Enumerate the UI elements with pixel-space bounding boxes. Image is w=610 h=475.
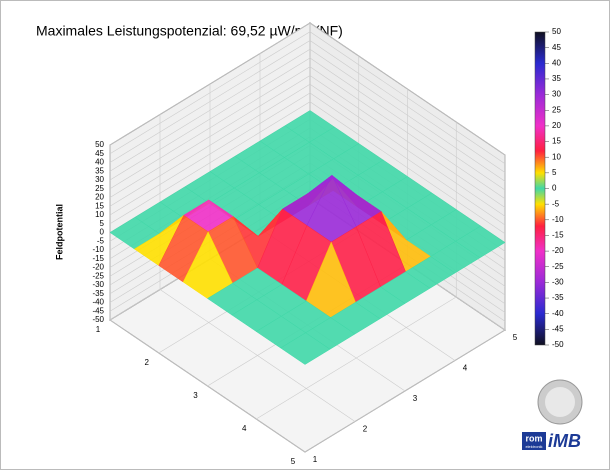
colorbar-tick-label: -10 (552, 215, 564, 224)
grid-line (109, 145, 306, 453)
y-tick-label: 5 (513, 333, 518, 342)
z-tick-label: 0 (100, 228, 105, 237)
colorbar-tick-label: 35 (552, 74, 561, 83)
z-tick-label: 25 (95, 184, 104, 193)
colorbar-tick-label: -30 (552, 278, 564, 287)
colorbar-tick-label: -20 (552, 246, 564, 255)
z-tick-label: -5 (97, 236, 105, 245)
colorbar-tick-label: 30 (552, 90, 561, 99)
y-tick-label: 4 (463, 364, 468, 373)
colorbar-tick-label: -15 (552, 231, 564, 240)
z-tick-label: -15 (92, 254, 104, 263)
z-tick-label: 10 (95, 210, 104, 219)
y-tick-label: 3 (413, 394, 418, 403)
z-tick-label: -30 (92, 280, 104, 289)
colorbar-tick-label: -50 (552, 340, 564, 349)
x-tick-label: 4 (242, 424, 247, 433)
y-tick-label: 2 (363, 425, 368, 434)
z-tick-label: -20 (92, 263, 104, 272)
z-tick-label: 35 (95, 166, 104, 175)
z-tick-label: -35 (92, 289, 104, 298)
colorbar-tick-label: 0 (552, 184, 557, 193)
x-tick-label: 3 (193, 391, 198, 400)
z-tick-label: 50 (95, 140, 104, 149)
logo: rom elektronik iMB (522, 379, 583, 451)
colorbar-tick-label: -35 (552, 293, 564, 302)
colorbar-tick-label: 15 (552, 137, 561, 146)
z-tick-label: 30 (95, 175, 104, 184)
z-axis-label: Feldpotential (54, 204, 64, 260)
chart-title: Maximales Leistungspotenzial: 69,52 µW/m… (36, 23, 343, 39)
surface-cell (280, 332, 331, 365)
z-tick-label: 5 (100, 219, 105, 228)
y-tick-label: 1 (313, 455, 318, 464)
colorbar-tick-label: 10 (552, 152, 561, 161)
z-tick-label: 45 (95, 149, 104, 158)
z-tick-label: -50 (92, 315, 104, 324)
logo-sub: elektronik (525, 444, 542, 449)
x-tick-label: 5 (291, 457, 296, 466)
logo-name: iMB (548, 431, 581, 451)
z-tick-label: 15 (95, 201, 104, 210)
z-tick-label: -25 (92, 271, 104, 280)
z-tick-label: -40 (92, 298, 104, 307)
logo-brand: rom (525, 433, 542, 443)
colorbar-tick-label: 5 (552, 168, 557, 177)
colorbar-tick-label: -25 (552, 262, 564, 271)
colorbar-tick-label: -5 (552, 199, 560, 208)
grid-line (159, 114, 356, 422)
colorbar-tick-label: 45 (552, 43, 561, 52)
colorbar-tick-label: -45 (552, 324, 564, 333)
z-tick-label: 20 (95, 193, 104, 202)
colorbar-tick-label: 25 (552, 105, 561, 114)
x-tick-label: 1 (96, 325, 101, 334)
colorbar-tick-label: 20 (552, 121, 561, 130)
logo-box (522, 432, 546, 450)
colorbar (534, 31, 546, 346)
colorbar-tick-label: -40 (552, 309, 564, 318)
z-tick-label: -45 (92, 306, 104, 315)
z-tick-label: -10 (92, 245, 104, 254)
z-tick-label: 40 (95, 158, 104, 167)
colorbar-tick-label: 50 (552, 27, 561, 36)
x-tick-label: 2 (145, 358, 150, 367)
globe-inner (545, 387, 575, 417)
colorbar-tick-label: 40 (552, 58, 561, 67)
